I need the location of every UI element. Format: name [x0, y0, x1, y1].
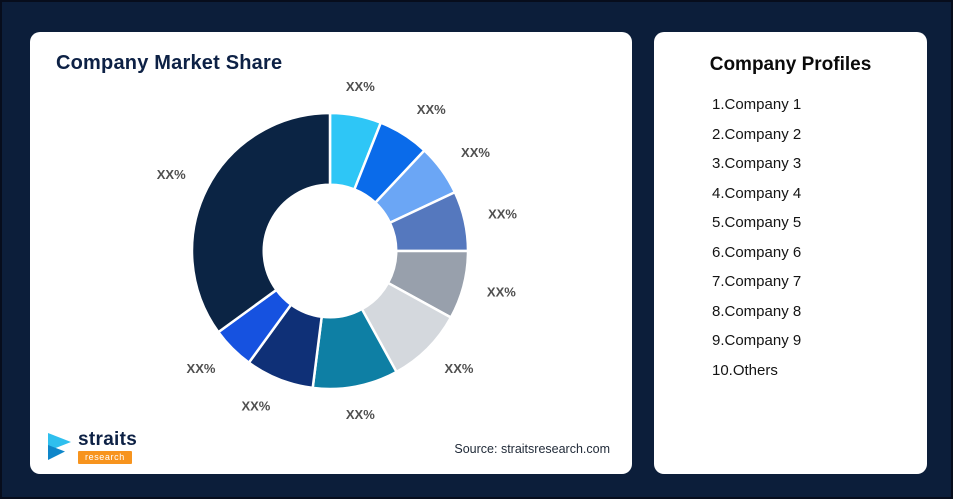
chart-title: Company Market Share: [56, 52, 283, 74]
slice-label-company-9: XX%: [187, 361, 216, 376]
list-item-company-4: 4.Company 4: [712, 184, 802, 202]
slice-label-company-7: XX%: [346, 407, 375, 422]
slice-label-others: XX%: [157, 167, 186, 182]
market-share-donut: XX% XX% XX% XX% XX% XX% XX% XX% XX% XX%: [157, 79, 518, 422]
logo-brand-text: straits: [78, 429, 138, 450]
slice-label-company-2: XX%: [417, 102, 446, 117]
logo-text: straits research: [78, 430, 137, 464]
slice-label-company-5: XX%: [487, 285, 516, 300]
slice-label-company-6: XX%: [445, 361, 474, 376]
slice-label-company-8: XX%: [241, 398, 270, 413]
company-profiles-list: 1.Company 1 2.Company 2 3.Company 3 4.Co…: [654, 76, 927, 379]
market-share-card: Company Market Share XX% XX% XX% XX% XX% XX% X…: [30, 32, 632, 474]
straits-logo-icon: [48, 433, 71, 460]
straits-research-logo: straits research: [48, 430, 137, 464]
list-item-company-9: 9.Company 9: [712, 332, 802, 349]
slice-label-company-3: XX%: [461, 145, 490, 160]
logo-sub-text: research: [78, 451, 132, 464]
list-item-company-3: 3.Company 3: [712, 155, 802, 172]
list-item-company-2: 2.Company 2: [712, 125, 802, 143]
list-item-company-7: 7.Company 7: [712, 273, 802, 290]
donut-slice-others: [190, 111, 332, 334]
list-item-company-1: 1.Company 1: [712, 96, 802, 113]
card-footer: straits research Source: straitsresearch…: [30, 430, 632, 464]
list-item-company-6: 6.Company 6: [712, 243, 802, 261]
profiles-title: Company Profiles: [709, 54, 872, 75]
list-item-others: 10.Others: [712, 361, 778, 379]
list-item-company-8: 8.Company 8: [712, 302, 802, 320]
company-profiles-card: Company Profiles 1.Company 1 2.Company 2…: [654, 32, 927, 474]
source-text: Source: straitsresearch.com: [454, 442, 610, 456]
slice-label-company-1: XX%: [346, 79, 375, 94]
slice-label-company-4: XX%: [488, 207, 517, 222]
list-item-company-5: 5.Company 5: [712, 214, 802, 231]
